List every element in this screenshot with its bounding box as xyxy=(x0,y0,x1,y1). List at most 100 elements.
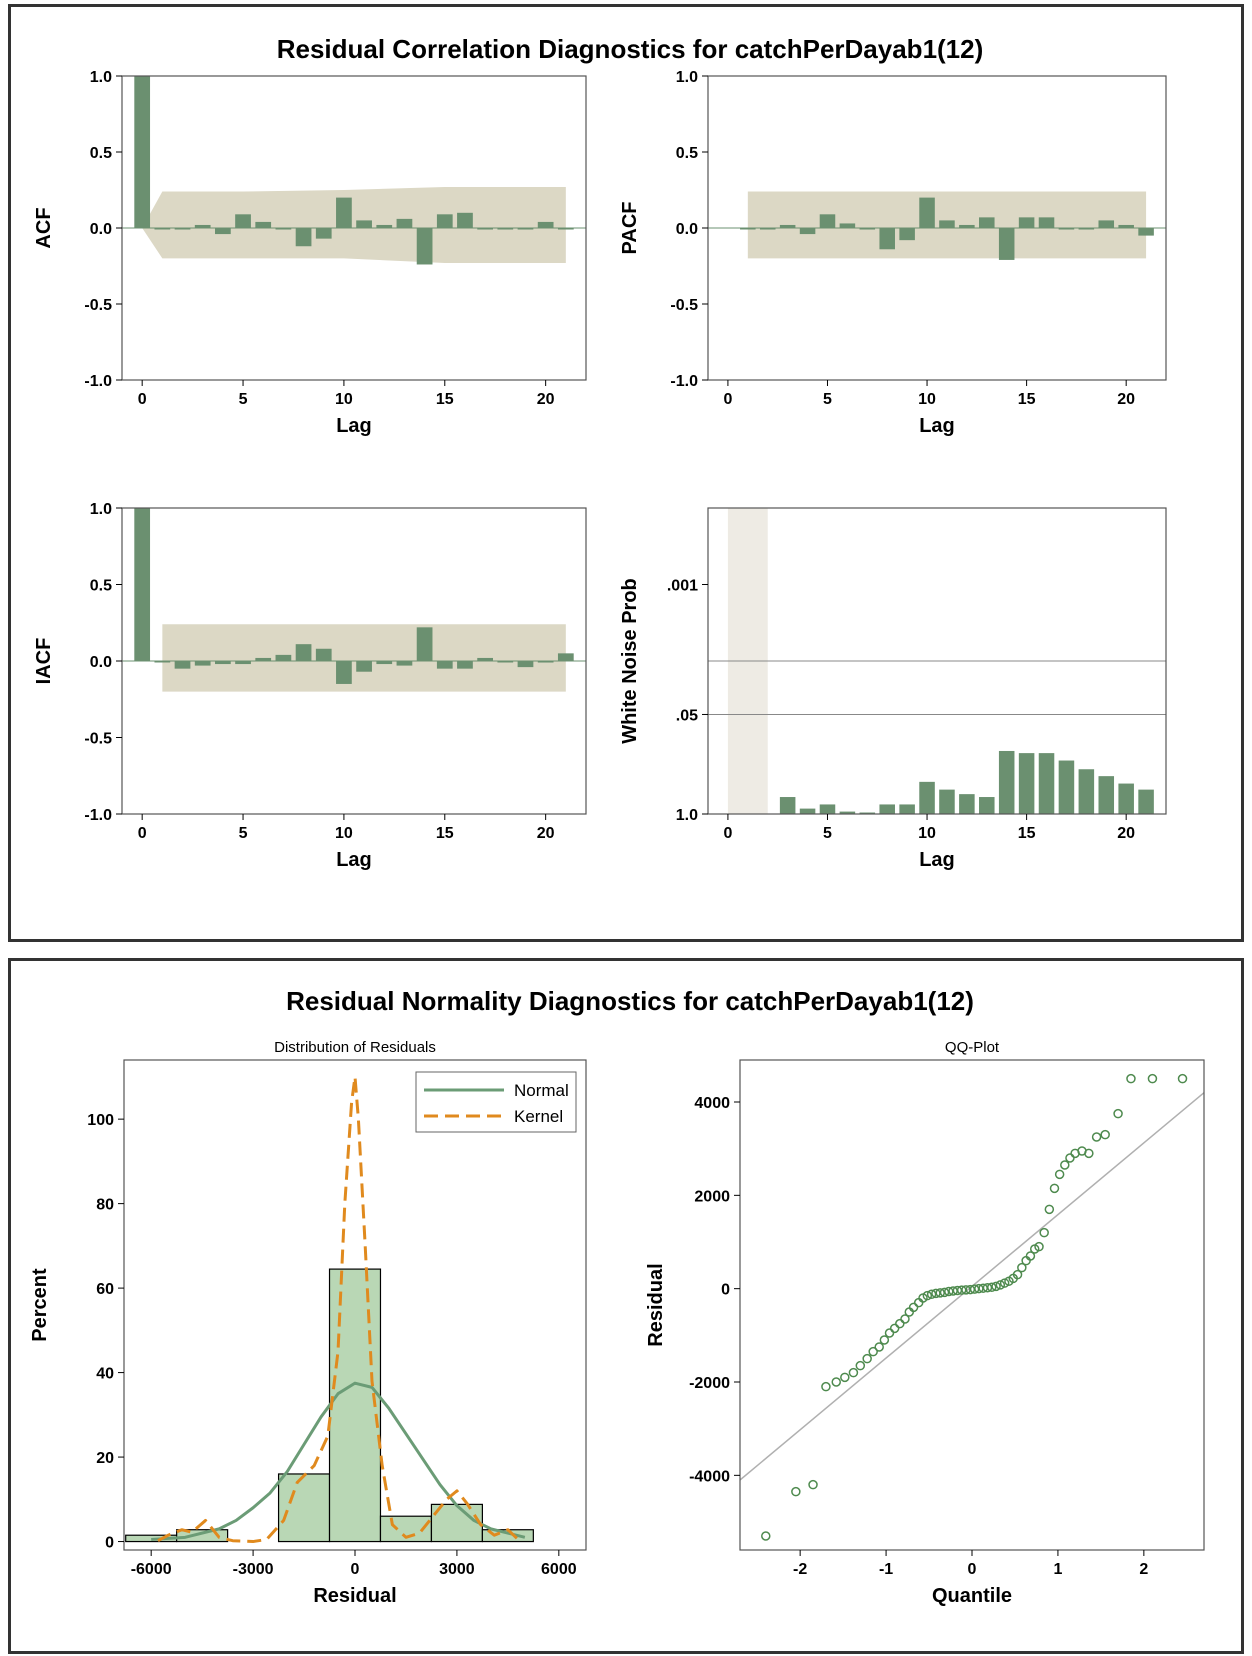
pacf-x-tick-label: 10 xyxy=(918,391,936,408)
acf-y-tick-label: 1.0 xyxy=(90,69,112,86)
iacf-bar xyxy=(396,661,413,666)
qq-point xyxy=(1084,1148,1094,1159)
distribution-histogram-bar xyxy=(176,1529,229,1543)
distribution-legend: Normal Kernel xyxy=(415,1071,577,1133)
pacf-bar xyxy=(1098,220,1115,228)
qq-point xyxy=(1012,1269,1023,1280)
iacf-bar xyxy=(436,661,453,669)
acf-bar xyxy=(517,228,534,230)
qq-point xyxy=(889,1323,900,1334)
iacf-x-tick-label: 10 xyxy=(335,825,353,842)
qq_plot-x-tick-label: 2 xyxy=(1139,1561,1148,1578)
qq-point xyxy=(1091,1132,1102,1142)
acf-bar xyxy=(436,214,453,228)
acf-bar xyxy=(376,224,393,228)
qq-point xyxy=(987,1282,997,1293)
qq-point xyxy=(1126,1073,1136,1084)
distribution-histogram-bar xyxy=(328,1268,382,1543)
correlation-diagnostics-panel xyxy=(8,4,1244,942)
acf-bar xyxy=(396,218,413,228)
acf-x-tick-label: 20 xyxy=(537,391,555,408)
white_noise-bar xyxy=(799,808,816,814)
pacf-bar xyxy=(1038,217,1055,228)
iacf-x-tick-label: 20 xyxy=(537,825,555,842)
pacf-bar xyxy=(819,214,836,228)
legend-label: Kernel xyxy=(514,1107,563,1126)
pacf-x-tick-label: 20 xyxy=(1117,391,1135,408)
acf-bar xyxy=(235,214,251,228)
acf-bar xyxy=(537,221,554,228)
legend-box xyxy=(415,1071,577,1133)
iacf-y-tick-label: 1.0 xyxy=(90,501,112,518)
qq_plot-y-tick-label: -2000 xyxy=(689,1375,730,1392)
qq-point xyxy=(1147,1073,1158,1084)
acf-x-tick-label: 0 xyxy=(138,391,147,408)
kernel-density-curve xyxy=(157,1075,520,1544)
acf-x-tick-label: 10 xyxy=(335,391,353,408)
acf-bar xyxy=(295,228,312,247)
iacf-y-tick-label: 0.5 xyxy=(90,578,112,595)
qq-point xyxy=(1054,1169,1065,1180)
qq-point xyxy=(1049,1183,1060,1194)
iacf-bar xyxy=(517,661,534,668)
iacf-bar xyxy=(255,657,272,661)
qq_plot-chart: QQ-Plot -2 -1 0 1 2 -4000 -2000 0 2000 4000 Quantil… xyxy=(645,1039,1205,1607)
distribution-y-axis-label: Percent xyxy=(29,1268,51,1342)
qq-point xyxy=(908,1302,919,1313)
iacf-x-axis-label: Lag xyxy=(336,849,372,871)
pacf-bar xyxy=(1058,228,1075,230)
qq-point xyxy=(879,1335,890,1345)
acf-bar xyxy=(457,212,473,228)
qq_plot-y-axis-label: Residual xyxy=(645,1263,667,1346)
qq-point xyxy=(922,1290,933,1301)
iacf-x-tick-label: 15 xyxy=(436,825,454,842)
white_noise-bar xyxy=(1098,776,1115,814)
iacf-bar xyxy=(275,654,292,661)
distribution-y-tick-label: 40 xyxy=(96,1366,114,1383)
white_noise-bar xyxy=(979,797,995,814)
white_noise-y-tick-label: .001 xyxy=(667,578,698,595)
qq-point xyxy=(991,1281,1001,1292)
pacf-bar xyxy=(779,224,796,228)
pacf-x-tick-label: 15 xyxy=(1018,391,1036,408)
white_noise-bar xyxy=(1058,760,1075,814)
distribution-y-tick-label: 80 xyxy=(96,1197,114,1214)
qq-point xyxy=(791,1486,801,1497)
qq-point xyxy=(1017,1262,1027,1273)
qq_plot-x-axis-label: Quantile xyxy=(932,1585,1012,1607)
acf-x-axis-label: Lag xyxy=(336,415,372,437)
iacf-bar xyxy=(315,648,332,661)
white_noise-bar xyxy=(779,797,796,814)
iacf-bar xyxy=(457,661,473,669)
acf-x-tick-label: 5 xyxy=(239,391,248,408)
acf-y-tick-label: -1.0 xyxy=(84,373,112,390)
pacf-bar xyxy=(799,228,816,235)
pacf-y-tick-label: 0.0 xyxy=(676,221,698,238)
iacf-bar xyxy=(215,661,231,665)
acf-bar xyxy=(215,228,231,235)
distribution-y-tick-label: 100 xyxy=(87,1112,114,1129)
qq-point xyxy=(895,1318,905,1329)
distribution-y-tick-label: 60 xyxy=(96,1281,114,1298)
pacf-bar xyxy=(1018,217,1035,228)
qq-point xyxy=(900,1314,910,1324)
qq-point xyxy=(808,1479,818,1490)
qq-point xyxy=(874,1342,884,1352)
iacf-bar xyxy=(376,661,393,665)
qq-point xyxy=(935,1288,945,1298)
pacf-y-tick-label: 0.5 xyxy=(676,145,698,162)
iacf-bar xyxy=(235,661,251,665)
acf-y-tick-label: 0.0 xyxy=(90,221,112,238)
qq-point xyxy=(1025,1251,1036,1261)
pacf-x-tick-label: 5 xyxy=(823,391,832,408)
pacf-x-axis-label: Lag xyxy=(919,415,955,437)
acf-chart: 0 5 10 15 20 -1.0 -0.5 0.0 0.5 1.0 Lag ACF xyxy=(33,69,587,437)
qq-point xyxy=(848,1367,859,1378)
white_noise-bar xyxy=(859,812,876,814)
white_noise-x-tick-label: 10 xyxy=(918,825,936,842)
white_noise-x-tick-label: 15 xyxy=(1018,825,1036,842)
pacf-bar xyxy=(959,224,975,228)
white_noise-bar xyxy=(819,804,836,814)
qq-point xyxy=(939,1287,950,1298)
acf-bar xyxy=(194,224,211,228)
